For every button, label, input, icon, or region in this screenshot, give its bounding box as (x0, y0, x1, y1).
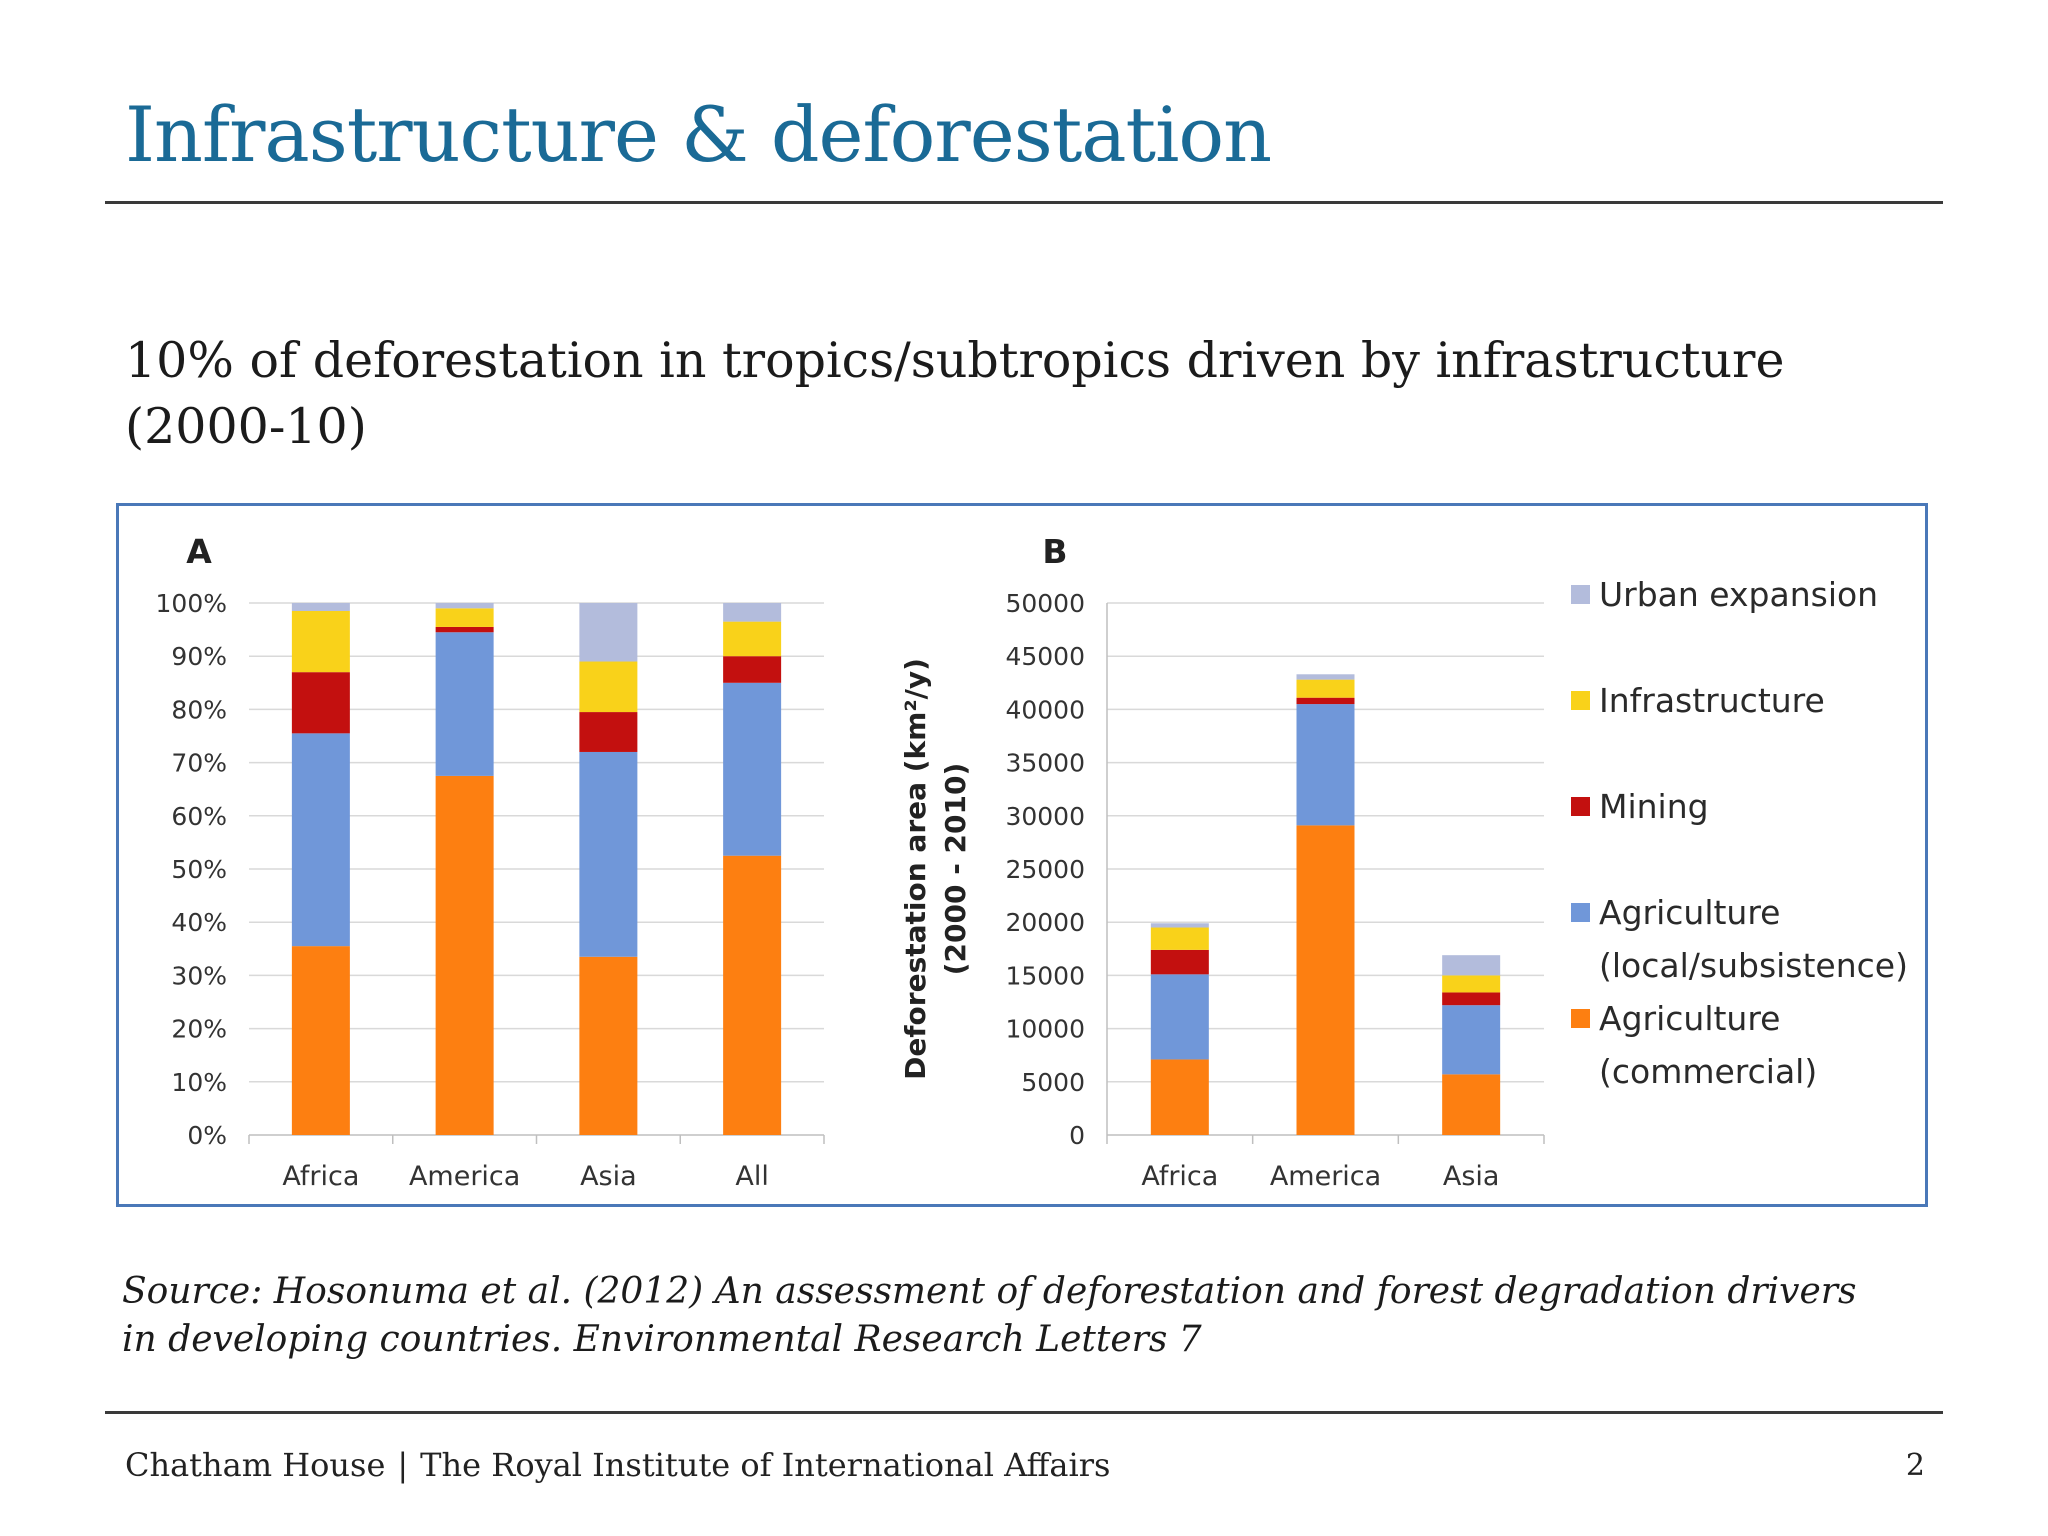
legend-label: Mining (1599, 787, 1709, 826)
y-tick-label: 20% (171, 1015, 227, 1044)
bar-segment-africa-agriculture-commercial (291, 946, 350, 1135)
legend-label: Infrastructure (1599, 681, 1825, 720)
y-axis-title-line: (2000 - 2010) (939, 763, 972, 976)
bar-segment-africa-agriculture-local-subsistence (1150, 974, 1209, 1060)
source-citation: Source: Hosonuma et al. (2012) An assess… (122, 1271, 1857, 1360)
slide-title: Infrastructure & deforestation (125, 90, 1272, 179)
y-tick-label: 20000 (1005, 908, 1085, 937)
x-category-label: Asia (1443, 1161, 1500, 1192)
y-axis-title-line: Deforestation area (km²/y) (899, 658, 932, 1080)
legend-label: Agriculture (1599, 893, 1780, 932)
y-axis-title: Deforestation area (km²/y) (2000 - 2010) (899, 658, 972, 1080)
bar-segment-all-mining (723, 656, 782, 683)
legend-swatch-agriculture-local-subsistence (1571, 903, 1590, 922)
bar-segment-america-urban-expansion (1296, 674, 1355, 680)
y-tick-label: 10000 (1005, 1015, 1085, 1044)
x-category-label: All (735, 1161, 768, 1192)
figure-frame: 0% 10% 20% 30% 40% 50% 60% 70% 80% 90% 100% Africa A… (116, 503, 1928, 1207)
y-tick-label: 45000 (1005, 642, 1085, 671)
y-tick-label: 35000 (1005, 749, 1085, 778)
legend-swatch-agriculture-commercial (1571, 1009, 1590, 1028)
legend-label: (local/subsistence) (1599, 946, 1908, 985)
bar-segment-america-infrastructure (435, 608, 494, 627)
bar-segment-africa-urban-expansion (1150, 923, 1209, 928)
bar-segment-asia-urban-expansion (579, 603, 638, 662)
x-category-label: Asia (580, 1161, 637, 1192)
panel-a-share-chart: 0% 10% 20% 30% 40% 50% 60% 70% 80% 90% 100% Africa A… (156, 532, 825, 1192)
footer-divider (105, 1411, 1943, 1414)
bar-segment-all-agriculture-commercial (723, 855, 782, 1135)
panel-b-area-chart: 0 5000 10000 15000 20000 25000 30000 35000 40000… (899, 532, 1545, 1192)
bar-segment-africa-infrastructure (1150, 927, 1209, 950)
bar-segment-asia-agriculture-commercial (579, 956, 638, 1135)
legend-swatch-infrastructure (1571, 691, 1590, 710)
bar-segment-asia-agriculture-local-subsistence (579, 751, 638, 957)
panel-label: A (186, 532, 212, 571)
y-tick-label: 30% (171, 961, 227, 990)
bar-segment-america-agriculture-local-subsistence (435, 632, 494, 776)
bar-segment-asia-urban-expansion (1442, 955, 1501, 976)
bar-segment-asia-mining (579, 712, 638, 752)
bar-segment-africa-infrastructure (291, 610, 350, 673)
footer-separator: | (397, 1446, 409, 1484)
legend-label: Urban expansion (1599, 575, 1878, 614)
y-tick-label: 15000 (1005, 961, 1085, 990)
page-number: 2 (1905, 1448, 1925, 1483)
legend-swatch-urban-expansion (1571, 585, 1590, 604)
y-tick-label: 60% (171, 802, 227, 831)
bar-segment-africa-mining (291, 672, 350, 734)
y-tick-label: 10% (171, 1068, 227, 1097)
bar-segment-africa-agriculture-local-subsistence (291, 733, 350, 947)
footer-institute: The Royal Institute of International Aff… (420, 1446, 1111, 1484)
y-tick-label: 100% (156, 589, 227, 618)
x-category-label: America (409, 1161, 520, 1192)
bar-segment-america-mining (1296, 697, 1355, 705)
bar-segment-asia-agriculture-local-subsistence (1442, 1005, 1501, 1075)
bar-segment-africa-agriculture-commercial (1150, 1059, 1209, 1135)
footer-credit: Chatham House | The Royal Institute of Int… (125, 1446, 1110, 1484)
legend-swatch-mining (1571, 797, 1590, 816)
bar-segment-america-mining (435, 626, 494, 633)
chart-legend: Urban expansion Infrastructure Mining Agric… (1571, 575, 1908, 1091)
y-tick-label: 90% (171, 642, 227, 671)
bar-segment-africa-urban-expansion (291, 603, 350, 611)
y-tick-label: 70% (171, 749, 227, 778)
y-tick-label: 0% (187, 1121, 227, 1150)
y-tick-label: 25000 (1005, 855, 1085, 884)
panel-label: B (1042, 532, 1067, 571)
x-category-label: Africa (282, 1161, 359, 1192)
bar-segment-all-urban-expansion (723, 603, 782, 622)
footer-org: Chatham House (125, 1446, 386, 1484)
bar-segment-america-agriculture-local-subsistence (1296, 704, 1355, 826)
bar-segment-america-infrastructure (1296, 679, 1355, 698)
y-tick-label: 30000 (1005, 802, 1085, 831)
bar-segment-africa-mining (1150, 949, 1209, 975)
y-tick-label: 40% (171, 908, 227, 937)
bar-segment-asia-infrastructure (579, 661, 638, 713)
x-category-label: Africa (1141, 1161, 1218, 1192)
bar-segment-asia-mining (1442, 992, 1501, 1006)
bar-segment-all-agriculture-local-subsistence (723, 682, 782, 856)
bar-segment-america-agriculture-commercial (1296, 825, 1355, 1135)
bar-segment-asia-agriculture-commercial (1442, 1074, 1501, 1135)
legend-label: Agriculture (1599, 999, 1780, 1038)
y-tick-label: 0 (1069, 1121, 1085, 1150)
bar-segment-all-infrastructure (723, 621, 782, 657)
deforestation-drivers-chart: 0% 10% 20% 30% 40% 50% 60% 70% 80% 90% 100% Africa A… (156, 532, 1908, 1192)
bar-segment-america-agriculture-commercial (435, 775, 494, 1135)
bar-segment-america-urban-expansion (435, 603, 494, 609)
title-divider (105, 201, 1943, 204)
bar-segment-asia-infrastructure (1442, 975, 1501, 993)
legend-label: (commercial) (1599, 1052, 1817, 1091)
slide-subtitle: 10% of deforestation in tropics/subtropi… (125, 332, 1785, 455)
y-tick-label: 80% (171, 695, 227, 724)
y-tick-label: 40000 (1005, 695, 1085, 724)
y-tick-label: 50% (171, 855, 227, 884)
y-tick-label: 50000 (1005, 589, 1085, 618)
y-tick-label: 5000 (1021, 1068, 1085, 1097)
x-category-label: America (1270, 1161, 1381, 1192)
